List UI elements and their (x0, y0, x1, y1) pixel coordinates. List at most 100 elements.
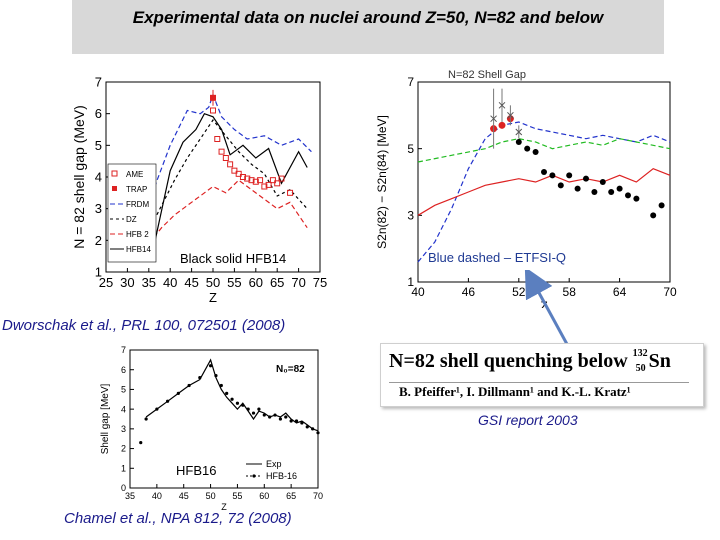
data-point (214, 136, 221, 142)
legend-marker (111, 170, 118, 177)
y-tick-label: 1 (121, 463, 126, 473)
data-point (210, 94, 216, 101)
data-point (230, 397, 234, 401)
data-point (311, 427, 315, 431)
data-point (155, 407, 159, 411)
legend-marker (112, 186, 117, 191)
data-point (633, 195, 640, 202)
report-headline-text: N=82 shell quenching below (389, 350, 633, 372)
legend-label: HFB-16 (266, 471, 297, 481)
x-tick-label: 55 (227, 275, 241, 290)
data-point (591, 189, 598, 195)
chart-n82-shell-gap: 4046525864701357ZS2n(82) − S2n(84) [MeV]… (375, 70, 677, 308)
data-point (214, 374, 218, 378)
y-tick-label: 2 (95, 233, 102, 248)
data-point (515, 139, 522, 145)
data-point (515, 128, 523, 136)
x-tick-label: 40 (411, 285, 425, 299)
y-tick-label: 2 (121, 444, 126, 454)
x-tick-label: 46 (462, 285, 476, 299)
data-point (261, 183, 268, 190)
data-point (246, 407, 250, 411)
data-point (616, 185, 623, 192)
data-point (278, 175, 285, 182)
chart2-annotation: Blue dashed – ETFSI-Q (428, 250, 566, 265)
y-tick-label: 5 (121, 385, 126, 395)
series-frdm (148, 92, 312, 203)
data-point (549, 172, 556, 179)
citation-chamel: Chamel et al., NPA 812, 72 (2008) (64, 510, 292, 527)
title-banner: Experimental data on nuclei around Z=50,… (72, 0, 664, 54)
data-point (257, 407, 261, 411)
series-green-dashed (417, 138, 671, 163)
x-tick-label: 60 (259, 491, 269, 501)
data-point (316, 431, 320, 435)
data-point (265, 181, 272, 188)
data-point (658, 202, 665, 209)
data-point (274, 180, 281, 187)
isotope-symbol: Sn (648, 350, 671, 372)
chart3-annotation: HFB16 (176, 463, 216, 478)
x-tick-label: 35 (125, 491, 135, 501)
x-tick-label: 45 (179, 491, 189, 501)
data-point (625, 192, 631, 199)
data-point (219, 383, 223, 388)
divider (389, 382, 689, 383)
data-point (574, 185, 581, 192)
y-tick-label: 6 (95, 106, 102, 121)
isotope-mass: 132 (632, 348, 648, 359)
data-point (176, 391, 180, 395)
y-tick-label: 4 (95, 170, 102, 185)
x-tick-label: 30 (120, 275, 134, 290)
legend-label: FRDM (126, 200, 149, 209)
data-point (490, 115, 497, 123)
data-point (257, 177, 264, 184)
series-dz (148, 118, 308, 232)
data-point (251, 411, 256, 415)
x-tick-label: 65 (270, 275, 284, 290)
y-tick-label: 3 (407, 209, 414, 223)
chart1-legend: AME TRAP FRDM DZ HFB 2 HFB14 (107, 163, 157, 263)
data-point (235, 170, 242, 177)
x-tick-label: 70 (663, 285, 677, 299)
legend-box (107, 163, 157, 263)
plot-frame (129, 349, 319, 489)
x-tick-label: 50 (206, 491, 216, 501)
data-point (287, 189, 294, 196)
page-title: Experimental data on nuclei around Z=50,… (132, 8, 604, 27)
data-point (294, 419, 299, 423)
chart1-annotation: Black solid HFB14 (180, 251, 286, 266)
x-tick-label: 65 (286, 491, 296, 501)
y-tick-label: 3 (95, 201, 102, 216)
data-point (241, 403, 245, 407)
data-point (244, 175, 251, 182)
x-tick-label: 60 (249, 275, 263, 290)
data-point (278, 417, 282, 421)
legend-label: Exp (266, 459, 282, 469)
y-axis-label: Shell gap [MeV] (100, 383, 111, 454)
series-red-solid (417, 168, 671, 216)
data-point (650, 212, 657, 219)
data-point (498, 121, 506, 129)
y-tick-label: 7 (407, 75, 414, 89)
chart-title: N=82 Shell Gap (448, 70, 526, 81)
x-tick-label: 35 (142, 275, 156, 290)
data-point (218, 148, 225, 155)
data-point (566, 172, 573, 179)
data-point (208, 364, 213, 368)
y-tick-label: 0 (121, 483, 126, 493)
x-tick-label: 70 (313, 491, 323, 501)
y-tick-label: 7 (121, 345, 126, 355)
data-point (532, 149, 539, 155)
data-point (273, 413, 277, 417)
x-tick-label: 40 (163, 275, 177, 290)
x-tick-label: 64 (613, 285, 627, 299)
y-tick-label: 5 (407, 142, 414, 156)
y-tick-label: 7 (95, 75, 102, 90)
legend-label: DZ (126, 215, 137, 224)
y-tick-label: 1 (407, 275, 414, 289)
data-point (300, 421, 304, 425)
data-point (187, 383, 191, 388)
data-point (210, 107, 216, 114)
